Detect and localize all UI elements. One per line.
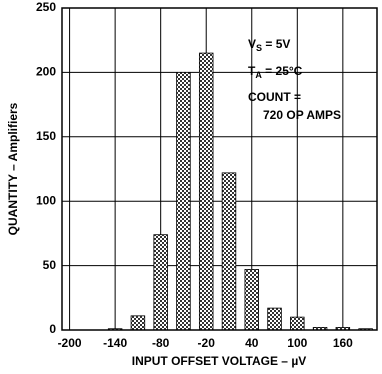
y-tick-label: 0: [49, 322, 56, 336]
x-axis-title: INPUT OFFSET VOLTAGE – µV: [132, 354, 306, 368]
y-tick-label: 250: [36, 0, 56, 14]
annotation: COUNT =: [248, 90, 301, 104]
bar: [198, 52, 214, 331]
annotation-part: T: [248, 64, 256, 78]
bar: [176, 72, 191, 331]
annotation: 720 OP AMPS: [263, 108, 341, 122]
x-tick-label: 40: [245, 336, 259, 350]
bar: [221, 172, 237, 331]
bar: [130, 315, 146, 331]
annotation-part: S: [256, 43, 262, 53]
x-tick-label: 160: [333, 336, 353, 350]
annotation-part: 720 OP AMPS: [263, 108, 341, 122]
annotation-part: A: [255, 70, 262, 80]
y-tick-label: 150: [36, 129, 56, 143]
annotation-part: V: [248, 37, 256, 51]
y-axis-title: QUANTITY – Amplifiers: [6, 102, 20, 235]
bar: [153, 234, 168, 331]
x-tick-label: -80: [152, 336, 170, 350]
x-tick-label: -140: [103, 336, 127, 350]
bar: [290, 316, 305, 331]
annotation-part: = 5V: [262, 37, 290, 51]
x-tick-label: -200: [58, 336, 82, 350]
annotation: TA = 25°C: [248, 64, 303, 80]
annotation-part: COUNT =: [248, 90, 301, 104]
y-tick-label: 200: [36, 65, 56, 79]
y-tick-label: 100: [36, 193, 56, 207]
annotation: VS = 5V: [248, 37, 290, 53]
bar: [244, 269, 259, 331]
annotation-part: = 25°C: [262, 64, 303, 78]
bar: [267, 307, 282, 331]
x-tick-label: 100: [287, 336, 307, 350]
y-tick-label: 50: [43, 258, 57, 272]
plot-frame: [61, 7, 378, 331]
x-tick-label: -20: [198, 336, 216, 350]
